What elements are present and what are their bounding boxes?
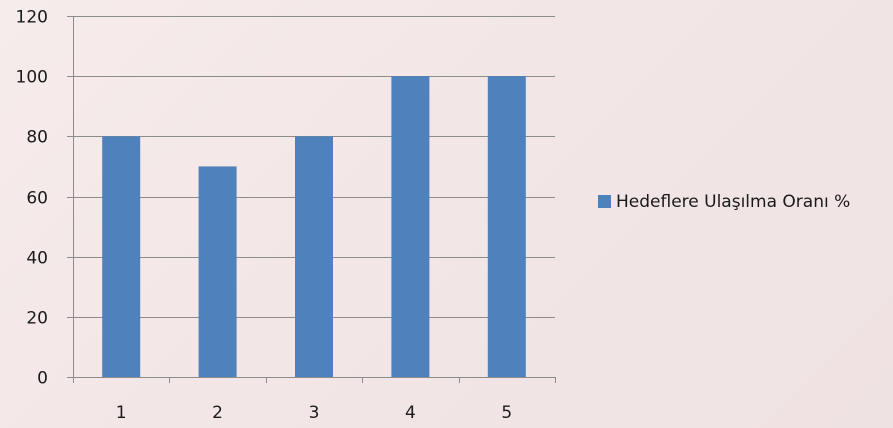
x-tick-label: 2	[212, 403, 223, 423]
legend-swatch	[598, 195, 611, 208]
legend: Hedeflere Ulaşılma Oranı %	[598, 189, 893, 215]
y-tick-label: 40	[26, 249, 48, 269]
y-tick-label: 0	[37, 369, 48, 389]
bar	[198, 166, 237, 377]
bar	[295, 136, 333, 377]
y-tick-label: 120	[16, 8, 48, 28]
x-tick-label: 1	[116, 403, 127, 423]
x-tick-label: 5	[501, 403, 512, 423]
y-tick-label: 20	[26, 309, 48, 329]
y-tick-label: 60	[26, 189, 48, 209]
x-tick-label: 4	[405, 403, 416, 423]
legend-label: Hedeflere Ulaşılma Oranı %	[616, 192, 851, 212]
y-tick-label: 80	[26, 128, 48, 148]
y-tick-label: 100	[16, 68, 48, 88]
x-tick-label: 3	[309, 403, 320, 423]
bar	[391, 76, 430, 378]
bar	[102, 136, 141, 377]
bar	[487, 76, 526, 378]
